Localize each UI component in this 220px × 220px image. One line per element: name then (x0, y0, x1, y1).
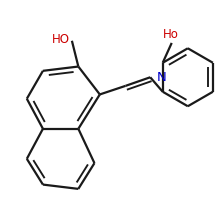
Text: HO: HO (52, 33, 70, 46)
Text: N: N (157, 71, 167, 84)
Text: Ho: Ho (163, 28, 179, 41)
